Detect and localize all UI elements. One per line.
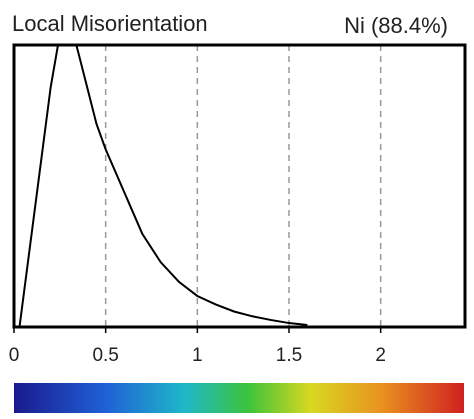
x-tick-label: 2 — [375, 345, 386, 366]
chart-subtitle: Ni (88.4%) — [344, 13, 448, 38]
data-line — [18, 45, 308, 327]
x-tick-label: 0.5 — [92, 345, 118, 366]
chart-title: Local Misorientation — [12, 11, 208, 36]
x-tick-label: 0 — [9, 345, 20, 366]
x-tick-label: 1 — [192, 345, 203, 366]
plot-border — [12, 43, 467, 329]
x-tick-label: 1.5 — [276, 345, 302, 366]
color-bar — [14, 383, 464, 413]
